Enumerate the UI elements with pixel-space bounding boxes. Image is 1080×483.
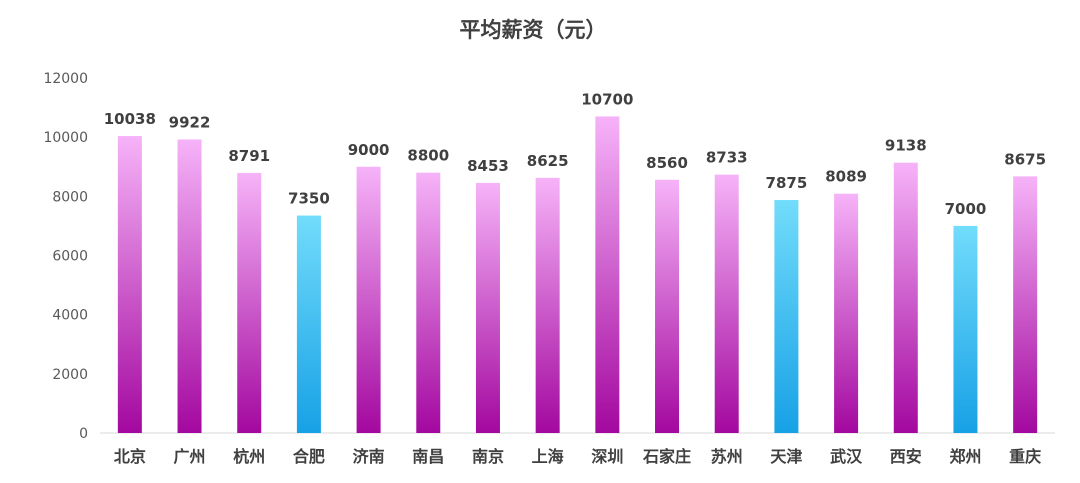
y-tick-label: 0: [79, 426, 88, 442]
x-category-label: 北京: [114, 447, 146, 466]
data-label: 9000: [348, 141, 390, 159]
x-category-label: 上海: [532, 447, 564, 466]
data-labels: 10038 9922 8791 7350 9000 8800 8453 8625 10700 85…: [104, 90, 1046, 217]
y-tick-label: 8000: [52, 189, 88, 205]
data-label: 10700: [581, 90, 633, 108]
y-axis-tick-labels: 0 2000 4000 6000 8000 10000 12000: [43, 71, 88, 442]
data-label: 8560: [646, 154, 688, 172]
x-category-label: 合肥: [293, 447, 325, 466]
bar-石家庄: [655, 179, 680, 433]
bar-南昌: [416, 172, 441, 433]
bar-天津: [774, 200, 799, 433]
data-label: 7000: [945, 200, 987, 218]
chart-title: 平均薪资（元）: [460, 18, 607, 42]
x-category-label: 杭州: [233, 447, 265, 466]
y-tick-label: 4000: [52, 308, 88, 324]
data-label: 8733: [706, 149, 748, 167]
x-axis-category-labels: 北京 广州 杭州 合肥 济南 南昌 南京 上海 深圳 石家庄 苏州 天津 武汉 西安 郑州 重庆: [114, 447, 1041, 466]
y-tick-label: 6000: [52, 249, 88, 265]
bar-郑州: [953, 225, 978, 433]
bar-杭州: [237, 172, 262, 433]
y-tick-label: 12000: [43, 71, 88, 87]
data-label: 8453: [467, 157, 509, 175]
bar-北京: [117, 136, 142, 434]
data-label: 7875: [766, 174, 808, 192]
bar-武汉: [834, 193, 859, 433]
x-category-label: 深圳: [591, 447, 623, 466]
y-tick-label: 2000: [52, 367, 88, 383]
bar-苏州: [714, 174, 739, 433]
x-category-label: 武汉: [830, 447, 863, 466]
bar-合肥: [296, 215, 321, 433]
bar-重庆: [1013, 176, 1038, 434]
data-label: 8675: [1004, 150, 1046, 168]
bar-广州: [177, 139, 202, 433]
bar-西安: [893, 162, 918, 434]
data-label: 10038: [104, 110, 156, 128]
data-label: 8791: [228, 147, 270, 165]
bar-南京: [475, 182, 500, 433]
x-category-label: 南京: [472, 447, 504, 466]
bar-济南: [356, 166, 381, 433]
x-category-label: 郑州: [949, 447, 981, 466]
data-label: 8625: [527, 152, 569, 170]
bar-深圳: [595, 116, 620, 433]
data-label: 9922: [169, 113, 211, 131]
x-category-label: 西安: [890, 447, 922, 466]
data-label: 9138: [885, 137, 927, 155]
x-category-label: 南昌: [412, 447, 444, 466]
x-category-label: 重庆: [1009, 447, 1041, 466]
bar-series: [117, 116, 1038, 434]
x-category-label: 广州: [174, 447, 206, 466]
y-tick-label: 10000: [43, 130, 88, 146]
bar-上海: [535, 177, 560, 433]
data-label: 8089: [825, 168, 867, 186]
data-label: 7350: [288, 190, 330, 208]
x-category-label: 济南: [353, 447, 385, 466]
x-category-label: 石家庄: [642, 447, 691, 466]
x-category-label: 苏州: [711, 447, 743, 466]
x-category-label: 天津: [770, 447, 802, 466]
data-label: 8800: [407, 147, 449, 165]
